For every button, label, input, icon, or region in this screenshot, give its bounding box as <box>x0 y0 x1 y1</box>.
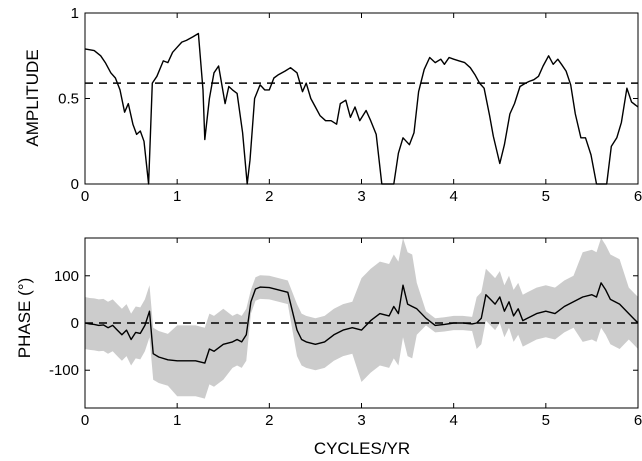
phase-panel: 0 1 2 3 4 5 6 -100 0 100 PHASE (°) CYCLES/YR <box>15 237 642 458</box>
phase-x-axis-title: CYCLES/YR <box>314 439 410 458</box>
phase-x-tick-label: 4 <box>449 412 457 429</box>
amplitude-x-tick-label: 1 <box>173 188 181 205</box>
phase-x-tick-label: 6 <box>634 412 642 429</box>
amplitude-series-layer <box>84 32 639 185</box>
amplitude-x-tick-label: 6 <box>634 188 642 205</box>
amplitude-x-tick-label: 2 <box>265 188 273 205</box>
phase-series-line <box>84 282 639 364</box>
amplitude-ticks-layer: 0 1 2 3 4 5 6 0 0.5 1 <box>58 5 642 205</box>
phase-series-layer <box>84 282 639 364</box>
amplitude-y-tick-label: 0 <box>71 176 79 193</box>
phase-x-tick-label: 1 <box>173 412 181 429</box>
phase-x-tick-label: 3 <box>357 412 365 429</box>
phase-confidence-band-layer <box>85 238 638 399</box>
amplitude-x-tick-label: 4 <box>449 188 457 205</box>
phase-ticks-layer: 0 1 2 3 4 5 6 -100 0 100 <box>49 238 642 429</box>
phase-confidence-band <box>85 238 638 399</box>
phase-y-tick-label: -100 <box>49 362 79 379</box>
amplitude-axis-title: AMPLITUDE <box>23 49 42 146</box>
amplitude-x-tick-label: 3 <box>357 188 365 205</box>
amplitude-x-tick-label: 0 <box>81 188 89 205</box>
amplitude-series-line <box>84 32 639 185</box>
phase-x-tick-label: 5 <box>542 412 550 429</box>
phase-y-tick-label: 0 <box>71 315 79 332</box>
phase-x-tick-label: 0 <box>81 412 89 429</box>
phase-y-tick-label: 100 <box>54 268 79 285</box>
amplitude-y-tick-label: 0.5 <box>58 91 79 108</box>
phase-x-tick-label: 2 <box>265 412 273 429</box>
amplitude-x-tick-label: 5 <box>542 188 550 205</box>
amplitude-y-tick-label: 1 <box>71 5 79 22</box>
phase-axis-title: PHASE (°) <box>15 278 34 358</box>
amplitude-panel: 0 1 2 3 4 5 6 0 0.5 1 AMPLITUDE <box>23 5 642 205</box>
